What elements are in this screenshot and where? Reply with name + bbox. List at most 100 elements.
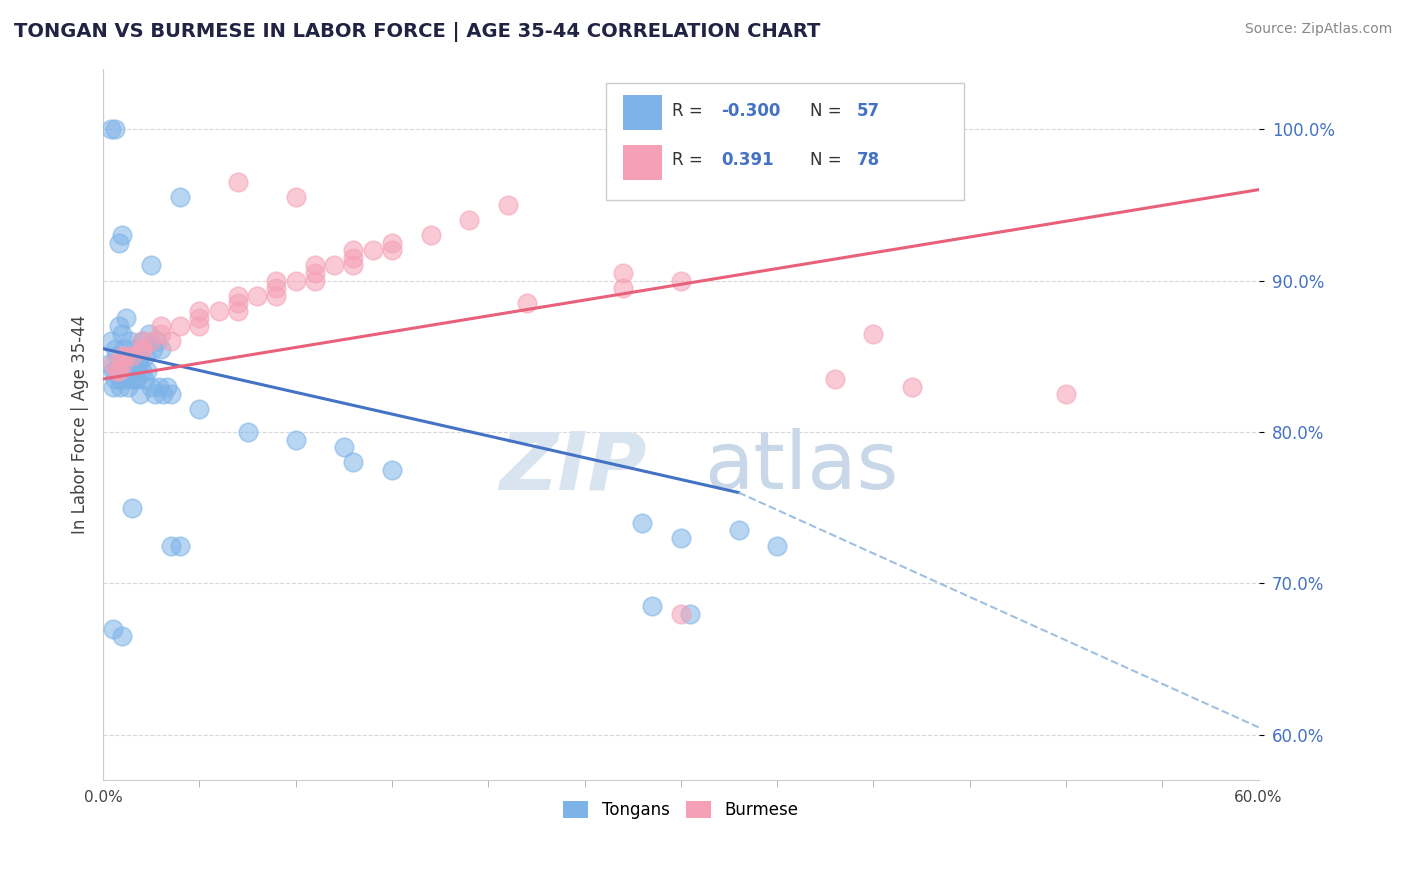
Point: [112, 357, 135, 371]
Point: [117, 364, 139, 378]
Point: [304, 274, 326, 288]
Point: [111, 326, 134, 341]
Text: ZIP: ZIP: [499, 428, 647, 506]
Point: [122, 342, 145, 356]
Point: [516, 296, 538, 310]
Point: [112, 342, 135, 356]
Point: [111, 357, 134, 371]
Point: [132, 372, 155, 386]
Point: [141, 259, 163, 273]
Point: [669, 531, 692, 545]
Point: [110, 372, 132, 386]
FancyBboxPatch shape: [606, 83, 965, 200]
Point: [104, 122, 127, 136]
Point: [824, 372, 846, 386]
Point: [727, 524, 749, 538]
Point: [631, 516, 654, 530]
Point: [149, 326, 172, 341]
Point: [149, 318, 172, 333]
Point: [669, 274, 692, 288]
Point: [115, 311, 138, 326]
Point: [342, 251, 364, 265]
Point: [104, 342, 127, 356]
Point: [127, 357, 149, 371]
Point: [381, 463, 404, 477]
Point: [111, 349, 134, 363]
Text: 78: 78: [856, 152, 880, 169]
Point: [236, 425, 259, 439]
Point: [111, 228, 134, 243]
Point: [131, 334, 153, 348]
Point: [141, 379, 163, 393]
Point: [458, 213, 481, 227]
Point: [100, 122, 122, 136]
Text: Source: ZipAtlas.com: Source: ZipAtlas.com: [1244, 22, 1392, 37]
Point: [669, 607, 692, 621]
Point: [342, 244, 364, 258]
Point: [149, 342, 172, 356]
Point: [159, 387, 181, 401]
Point: [120, 334, 142, 348]
Point: [104, 372, 127, 386]
Point: [107, 364, 129, 378]
Point: [146, 334, 169, 348]
Point: [101, 379, 124, 393]
Point: [169, 190, 191, 204]
Text: N =: N =: [810, 102, 842, 120]
Point: [361, 244, 384, 258]
Point: [131, 342, 153, 356]
Point: [105, 349, 128, 363]
Point: [226, 303, 249, 318]
Point: [122, 364, 145, 378]
Text: 0.391: 0.391: [721, 152, 773, 169]
Point: [679, 607, 702, 621]
Point: [131, 364, 153, 378]
Text: TONGAN VS BURMESE IN LABOR FORCE | AGE 35-44 CORRELATION CHART: TONGAN VS BURMESE IN LABOR FORCE | AGE 3…: [14, 22, 821, 42]
Point: [97, 357, 120, 371]
Point: [169, 318, 191, 333]
Point: [131, 342, 153, 356]
Point: [266, 281, 288, 295]
Point: [266, 288, 288, 302]
Point: [304, 259, 326, 273]
Point: [143, 387, 166, 401]
Point: [419, 228, 441, 243]
Point: [159, 334, 181, 348]
Point: [136, 364, 159, 378]
Point: [111, 629, 134, 643]
Point: [107, 235, 129, 250]
Point: [134, 349, 156, 363]
FancyBboxPatch shape: [623, 95, 662, 130]
Text: R =: R =: [672, 152, 703, 169]
Point: [304, 266, 326, 280]
Point: [120, 349, 142, 363]
Point: [128, 349, 150, 363]
Text: R =: R =: [672, 102, 703, 120]
Point: [226, 175, 249, 189]
Point: [766, 539, 789, 553]
Point: [381, 235, 404, 250]
Point: [323, 259, 346, 273]
Point: [333, 440, 356, 454]
Point: [226, 296, 249, 310]
Point: [226, 288, 249, 302]
Point: [1054, 387, 1077, 401]
Point: [138, 326, 160, 341]
Point: [107, 364, 129, 378]
Point: [901, 379, 924, 393]
Point: [641, 599, 664, 614]
FancyBboxPatch shape: [623, 145, 662, 180]
Point: [142, 342, 165, 356]
Text: N =: N =: [810, 152, 842, 169]
Point: [101, 357, 124, 371]
Point: [862, 326, 884, 341]
Point: [612, 281, 634, 295]
Text: atlas: atlas: [704, 428, 898, 506]
Point: [266, 274, 288, 288]
Point: [105, 364, 128, 378]
Point: [121, 500, 143, 515]
Point: [131, 334, 153, 348]
Point: [121, 349, 143, 363]
Point: [125, 372, 148, 386]
Point: [612, 266, 634, 280]
